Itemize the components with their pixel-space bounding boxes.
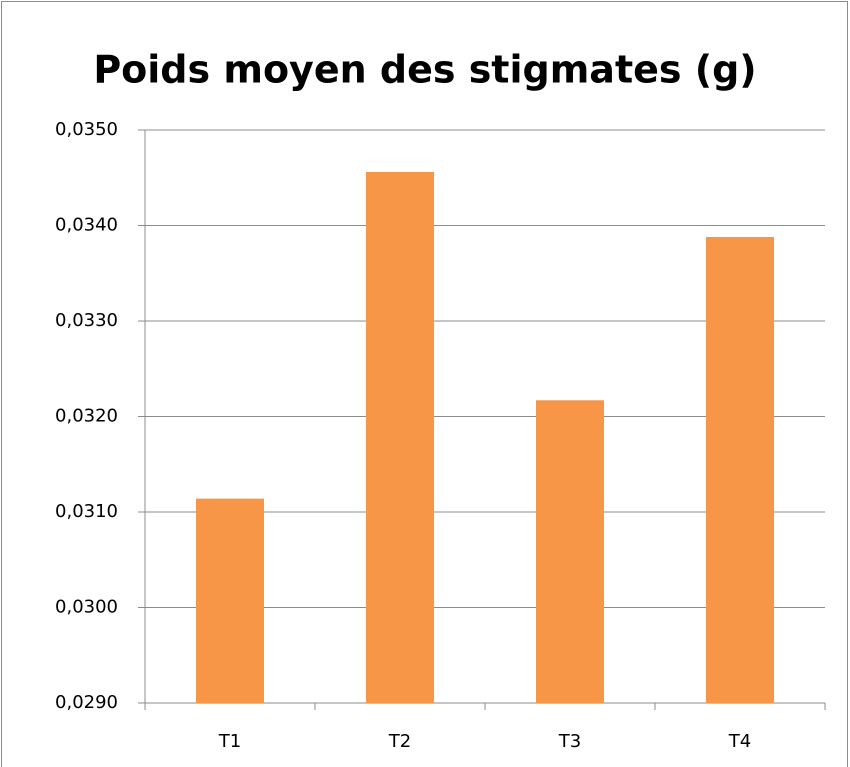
- y-tick-label: 0,0300: [55, 597, 118, 618]
- bar: [706, 236, 774, 703]
- x-tick-label: T4: [728, 731, 751, 752]
- x-tick-label: T2: [388, 731, 411, 752]
- y-tick-label: 0,0320: [55, 406, 118, 427]
- y-tick-label: 0,0310: [55, 501, 118, 522]
- x-tick-label: T1: [218, 731, 241, 752]
- y-tick-label: 0,0340: [55, 215, 118, 236]
- y-tick-label: 0,0290: [55, 692, 118, 713]
- chart-title: Poids moyen des stigmates (g): [93, 48, 756, 92]
- bar: [536, 400, 604, 703]
- bar: [366, 172, 434, 703]
- x-tick-label: T3: [558, 731, 581, 752]
- bar: [196, 498, 264, 703]
- y-tick-label: 0,0330: [55, 310, 118, 331]
- y-tick-label: 0,0350: [55, 119, 118, 140]
